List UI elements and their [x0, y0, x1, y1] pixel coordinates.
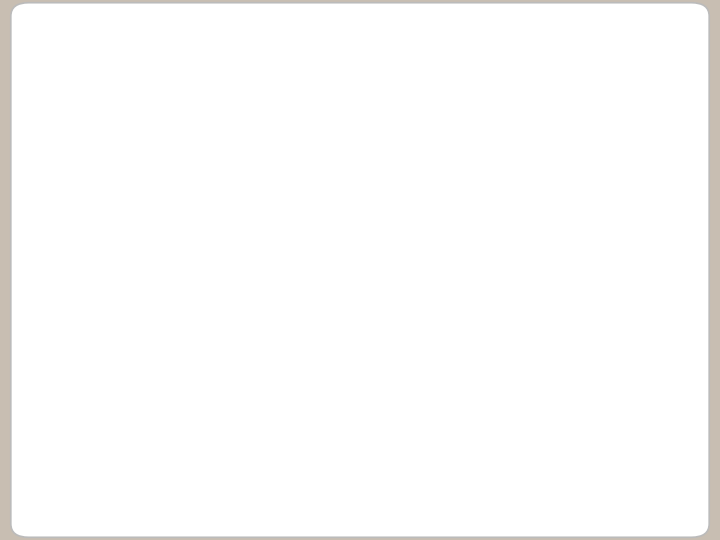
- Text: between them.: between them.: [232, 112, 402, 132]
- Text: closest: closest: [135, 480, 210, 500]
- Text: an isometry.: an isometry.: [38, 424, 170, 444]
- Ellipse shape: [494, 258, 566, 333]
- Text: If the surfaces have identical geometry: If the surfaces have identical geometry: [38, 368, 462, 388]
- Text: to being an isometry?: to being an isometry?: [187, 480, 429, 500]
- Text: What map is: What map is: [38, 480, 181, 500]
- Text: then the optimal diffeomorphism is given by: then the optimal diffeomorphism is given…: [38, 396, 518, 416]
- Ellipse shape: [521, 157, 549, 187]
- Text: Optimal  Diffeomorphisms: Optimal Diffeomorphisms: [38, 35, 585, 77]
- Ellipse shape: [181, 149, 209, 181]
- Text: optimal diffeomorphism: optimal diffeomorphism: [38, 112, 296, 132]
- Ellipse shape: [492, 183, 567, 287]
- FancyArrowPatch shape: [562, 231, 593, 244]
- Text: We want to compare two surfaces by finding an: We want to compare two surfaces by findi…: [38, 85, 553, 105]
- FancyArrowPatch shape: [477, 226, 537, 244]
- Text: But what if they have different geometries?: But what if they have different geometri…: [38, 452, 508, 472]
- Ellipse shape: [150, 175, 240, 285]
- Ellipse shape: [155, 260, 235, 340]
